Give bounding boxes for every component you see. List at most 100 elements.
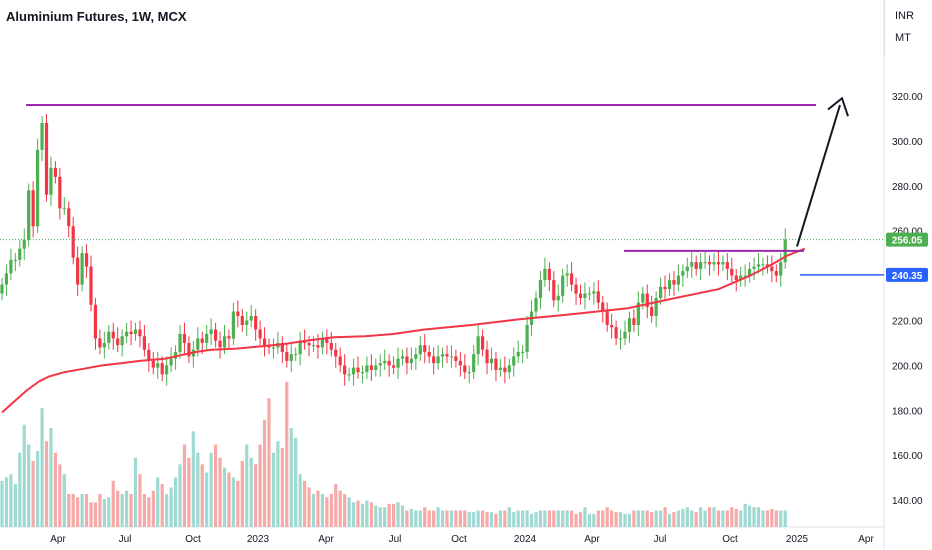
volume-bar [445, 510, 449, 527]
candle-body [730, 268, 734, 276]
volume-bar [298, 474, 302, 527]
candle-body [89, 266, 93, 305]
volume-bar [191, 431, 195, 527]
volume-bar [76, 497, 80, 527]
candle-body [578, 293, 583, 299]
volume-bar [22, 424, 26, 527]
candle-body [659, 286, 663, 299]
volume-bar [360, 503, 365, 527]
candle-body [209, 329, 213, 334]
volume-bar [583, 507, 587, 527]
volume-bar [62, 474, 66, 527]
candle-body [378, 363, 382, 366]
candle-body [360, 372, 365, 374]
volume-bar [276, 441, 280, 527]
volume-bar [458, 510, 462, 527]
candle-body [338, 356, 342, 366]
currency-unit-button[interactable]: INR [895, 10, 914, 22]
candle-body [409, 358, 413, 364]
volume-bar [289, 428, 293, 527]
candle-body [196, 338, 200, 350]
volume-bar [498, 510, 502, 527]
unit-selector[interactable]: INR MT [884, 0, 932, 56]
quantity-unit-button[interactable]: MT [895, 32, 911, 44]
candle-body [650, 307, 654, 317]
volume-bar [694, 512, 698, 527]
volume-bar [618, 512, 623, 527]
volume-bar [752, 507, 756, 527]
volume-bar [147, 497, 151, 527]
volume-bar [418, 510, 422, 527]
volume-bar [400, 505, 405, 527]
candle-body [672, 280, 676, 285]
candle-body [525, 324, 529, 352]
volume-bar [27, 444, 31, 527]
candle-body [18, 248, 22, 260]
volume-bar [601, 510, 605, 527]
candle-body [329, 342, 333, 350]
volume-bar [463, 510, 467, 527]
volume-bar [440, 510, 445, 527]
volume-bar [743, 503, 747, 527]
candle-body [467, 372, 471, 374]
candle-body [721, 262, 725, 265]
volume-bar [383, 507, 387, 527]
candle-body [454, 356, 458, 361]
y-tick-label: 280.00 [892, 182, 923, 193]
moving-average-line [1, 247, 806, 414]
volume-bar [347, 497, 351, 527]
candle-body [694, 262, 698, 269]
volume-bar [765, 510, 769, 527]
candle-body [93, 304, 98, 339]
candle-body [770, 266, 774, 272]
x-tick-label: Apr [50, 534, 66, 545]
candle-body [489, 358, 494, 364]
candle-body [49, 167, 53, 195]
volume-bar [89, 502, 93, 527]
candle-body [71, 226, 75, 258]
candle-body [570, 273, 574, 285]
volume-bar [436, 507, 440, 527]
volume-bar [645, 510, 649, 527]
candle-body [618, 338, 623, 340]
x-tick-label: Apr [318, 534, 334, 545]
target-arrow-head [827, 96, 849, 117]
candle-body [610, 324, 614, 328]
candle-body [667, 280, 672, 290]
volume-bar [0, 480, 4, 527]
volume-bar [111, 480, 115, 527]
y-tick-label: 140.00 [892, 496, 923, 507]
candle-body [556, 295, 560, 301]
candle-body [498, 367, 502, 370]
volume-bar [227, 472, 231, 527]
candle-body [156, 363, 160, 368]
volume-bar [214, 444, 218, 527]
candle-body [734, 275, 738, 281]
candle-body [752, 266, 756, 269]
candle-body [601, 302, 605, 312]
volume-bar [378, 507, 382, 527]
x-tick-label: Oct [722, 534, 738, 545]
volume-bar [303, 480, 307, 527]
volume-bar [681, 508, 685, 527]
candle-body [516, 351, 520, 357]
volume-bar [650, 512, 654, 527]
candle-body [9, 259, 13, 274]
candle-body [387, 360, 391, 366]
volume-bar [160, 484, 164, 527]
candle-body [280, 342, 284, 352]
candle-body [285, 351, 289, 361]
candle-body [369, 365, 373, 370]
volume-bar [489, 512, 494, 527]
volume-bar [405, 510, 409, 527]
volume-bar [432, 510, 436, 527]
candle-body [307, 342, 311, 346]
volume-bar [316, 490, 320, 527]
x-tick-label: Jul [654, 534, 667, 545]
volume-bar [71, 494, 75, 527]
volume-bar [196, 452, 200, 527]
candle-body [583, 293, 587, 299]
candle-body [485, 349, 489, 364]
volume-bar [351, 502, 356, 527]
